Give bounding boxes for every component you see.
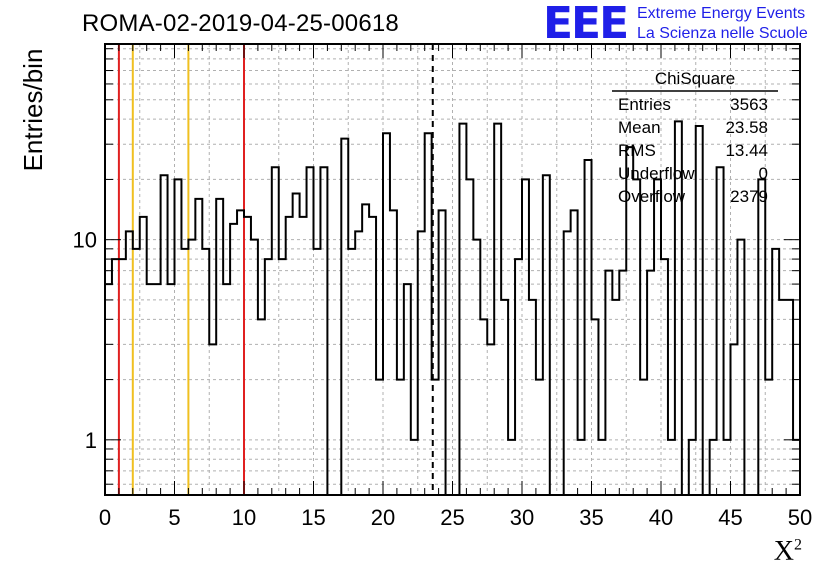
stats-value: 3563 [730,95,768,114]
stats-box: ChiSquare Entries 3563 Mean 23.58 RMS 13.44 Und… [612,69,778,206]
stats-value: 23.58 [725,118,768,137]
logo-line-1: Extreme Energy Events [637,5,806,22]
reference-lines [117,44,434,495]
stats-label: RMS [618,141,656,160]
x-tick-label: 5 [168,505,180,530]
grid-lines [105,44,800,495]
x-tick-label: 45 [718,505,742,530]
x-tick-label: 40 [649,505,673,530]
logo-line-2: La Scienza nelle Scuole [637,25,808,42]
eee-logo: EEE [543,0,629,49]
x-axis-label: Χ2 [773,536,802,567]
stats-value: 2379 [730,187,768,206]
x-tick-label: 10 [232,505,256,530]
chart-title: ROMA-02-2019-04-25-00618 [82,10,399,37]
y-tick-label: 1 [85,428,97,453]
axes: 0 5 10 15 20 25 30 35 40 45 50 1 10 [73,43,812,530]
x-tick-label: 35 [579,505,603,530]
stats-label: Overflow [618,187,686,206]
stats-name: ChiSquare [655,69,735,88]
stats-value: 0 [759,164,768,183]
stats-label: Entries [618,95,671,114]
stats-label: Underflow [618,164,695,183]
x-tick-label: 0 [99,505,111,530]
y-tick-label: 10 [73,228,97,253]
stats-label: Mean [618,118,661,137]
stats-value: 13.44 [725,141,768,160]
x-tick-label: 25 [440,505,464,530]
x-tick-label: 20 [371,505,395,530]
x-tick-label: 30 [510,505,534,530]
x-tick-label: 50 [788,505,812,530]
x-tick-label: 15 [301,505,325,530]
